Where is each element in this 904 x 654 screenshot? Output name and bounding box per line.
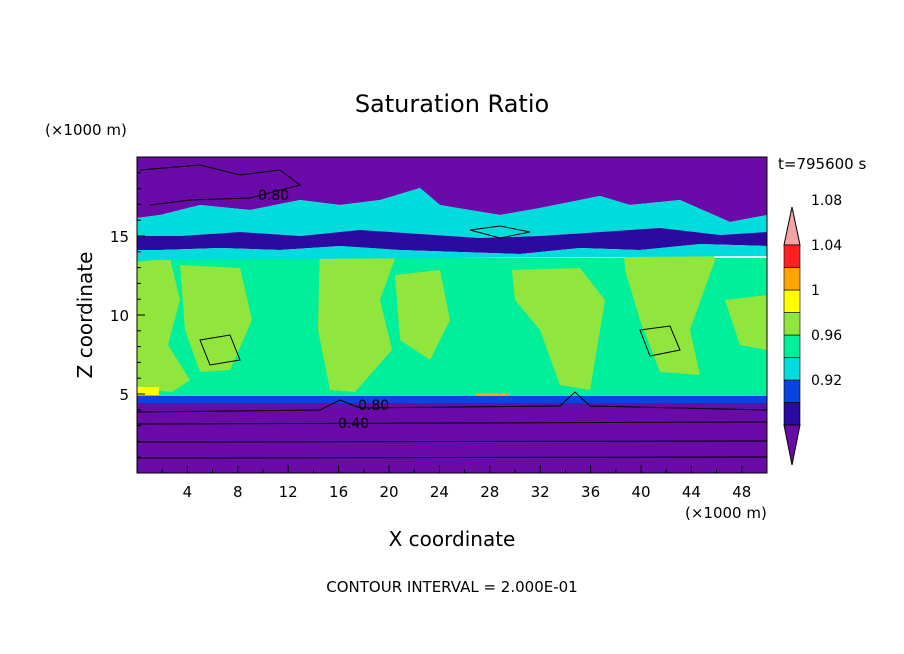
x-tick-label: 4 bbox=[183, 483, 193, 501]
contour-label: 0.80 bbox=[258, 188, 289, 204]
upper-dry-layer bbox=[137, 157, 767, 222]
x-tick-label: 48 bbox=[732, 483, 751, 501]
x-tick-label: 44 bbox=[682, 483, 701, 501]
x-unit-label: (×1000 m) bbox=[685, 504, 767, 522]
time-label: t=795600 s bbox=[778, 155, 866, 173]
saturated-regions bbox=[137, 170, 767, 392]
colorbar-label: 1.08 bbox=[811, 193, 842, 209]
x-tick-label: 8 bbox=[233, 483, 243, 501]
colorbar-swatch bbox=[783, 312, 801, 336]
colorbar-swatch bbox=[783, 289, 801, 313]
x-axis-title: X coordinate bbox=[389, 527, 516, 551]
colorbar-lower-arrow bbox=[783, 424, 801, 466]
colorbar-upper-arrow bbox=[783, 206, 801, 246]
x-tick-label: 32 bbox=[531, 483, 550, 501]
contour-interval-note: CONTOUR INTERVAL = 2.000E-01 bbox=[326, 578, 577, 596]
x-axis: 4 8 12 16 20 24 28 32 36 40 44 48 bbox=[161, 465, 751, 501]
y-unit-label: (×1000 m) bbox=[45, 121, 127, 139]
colorbar-swatch bbox=[783, 244, 801, 268]
saturated-region bbox=[395, 270, 450, 360]
y-tick-label: 15 bbox=[110, 228, 129, 246]
contour-label-group: 0.80 0.80 0.40 bbox=[258, 188, 389, 432]
saturated-region bbox=[318, 215, 398, 392]
x-tick-label: 24 bbox=[430, 483, 449, 501]
colorbar-label: 0.96 bbox=[811, 328, 842, 344]
x-tick-label: 16 bbox=[329, 483, 348, 501]
contour-line bbox=[137, 421, 767, 425]
x-tick-label: 28 bbox=[480, 483, 499, 501]
x-tick-label: 36 bbox=[581, 483, 600, 501]
colorbar-swatch bbox=[783, 402, 801, 426]
contour-line bbox=[137, 391, 767, 413]
moist-band-lower bbox=[137, 244, 767, 260]
saturated-region bbox=[137, 258, 190, 392]
colorbar-label: 1.04 bbox=[811, 238, 842, 254]
y-axis-title: Z coordinate bbox=[73, 252, 97, 379]
colorbar: 0.92 0.96 1 1.04 1.08 bbox=[783, 193, 842, 466]
x-tick-label: 40 bbox=[631, 483, 650, 501]
contour-lines bbox=[137, 164, 767, 459]
warm-patch bbox=[137, 387, 159, 395]
contour-label: 0.80 bbox=[358, 398, 389, 414]
plot-area bbox=[137, 157, 767, 473]
colorbar-swatch bbox=[783, 357, 801, 381]
y-tick-label: 5 bbox=[119, 386, 129, 404]
colorbar-swatch bbox=[783, 334, 801, 358]
contour-line bbox=[199, 334, 241, 366]
y-tick-label: 10 bbox=[110, 307, 129, 325]
contour-line bbox=[639, 325, 681, 357]
contour-line bbox=[139, 164, 302, 206]
dry-band bbox=[137, 228, 767, 254]
saturated-region bbox=[725, 295, 767, 350]
saturated-region bbox=[512, 268, 605, 390]
warm-patch bbox=[475, 393, 510, 397]
y-axis: 5 10 15 bbox=[110, 172, 145, 458]
colorbar-swatch bbox=[783, 379, 801, 403]
colorbar-label: 0.92 bbox=[811, 373, 842, 389]
x-tick-label: 20 bbox=[379, 483, 398, 501]
x-tick-label: 12 bbox=[279, 483, 298, 501]
contour-line bbox=[137, 440, 767, 443]
contour-label: 0.40 bbox=[338, 416, 369, 432]
moist-band-upper bbox=[137, 188, 767, 238]
contour-line bbox=[137, 456, 767, 459]
contour-line bbox=[469, 225, 531, 239]
boundary-layer-edge bbox=[137, 396, 767, 403]
colorbar-swatch bbox=[783, 267, 801, 291]
chart-title: Saturation Ratio bbox=[355, 90, 549, 118]
colorbar-label: 1 bbox=[811, 283, 820, 299]
